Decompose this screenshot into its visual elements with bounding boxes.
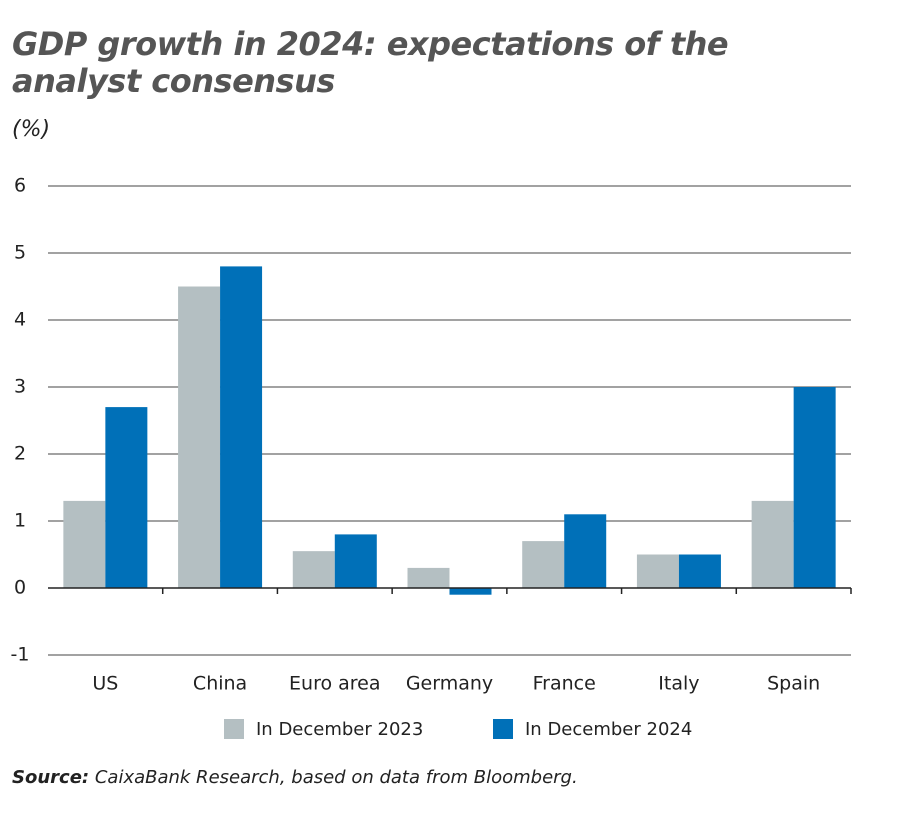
y-tick-label: -1 [11,644,30,666]
y-tick-label: 5 [14,242,26,264]
legend-swatch [224,719,244,739]
y-tick-label: 3 [14,376,26,398]
bar [63,500,106,588]
source-note: Source: CaixaBank Research, based on dat… [12,767,578,788]
legend-label: In December 2024 [525,719,692,740]
x-tick-label: Euro area [289,673,380,695]
legend-label: In December 2023 [256,719,423,740]
source-text: CaixaBank Research, based on data from B… [95,767,578,788]
bar [220,266,263,588]
source-label: Source: [12,767,89,788]
chart-title: GDP growth in 2024: expectations of the … [12,25,729,100]
bar [178,286,221,588]
bar [678,554,721,588]
bar [636,554,679,588]
bar [334,534,377,588]
x-tick-label: France [533,673,596,695]
x-tick-label: Italy [658,673,699,695]
bar [449,588,492,595]
bar [751,500,794,588]
y-tick-label: 6 [14,175,26,197]
x-tick-label: Germany [406,673,493,695]
bar [522,541,565,588]
bar [564,514,607,588]
x-tick-label: China [193,673,247,695]
bar [407,567,450,588]
bar [793,387,836,588]
bar [292,551,335,588]
y-tick-label: 0 [14,577,26,599]
y-tick-label: 4 [14,309,26,331]
x-tick-label: US [92,673,118,695]
legend-swatch [493,719,513,739]
y-tick-label: 2 [14,443,26,465]
y-tick-label: 1 [14,510,26,532]
chart-subtitle: (%) [12,117,50,142]
x-tick-label: Spain [767,673,820,695]
bar [105,407,148,588]
